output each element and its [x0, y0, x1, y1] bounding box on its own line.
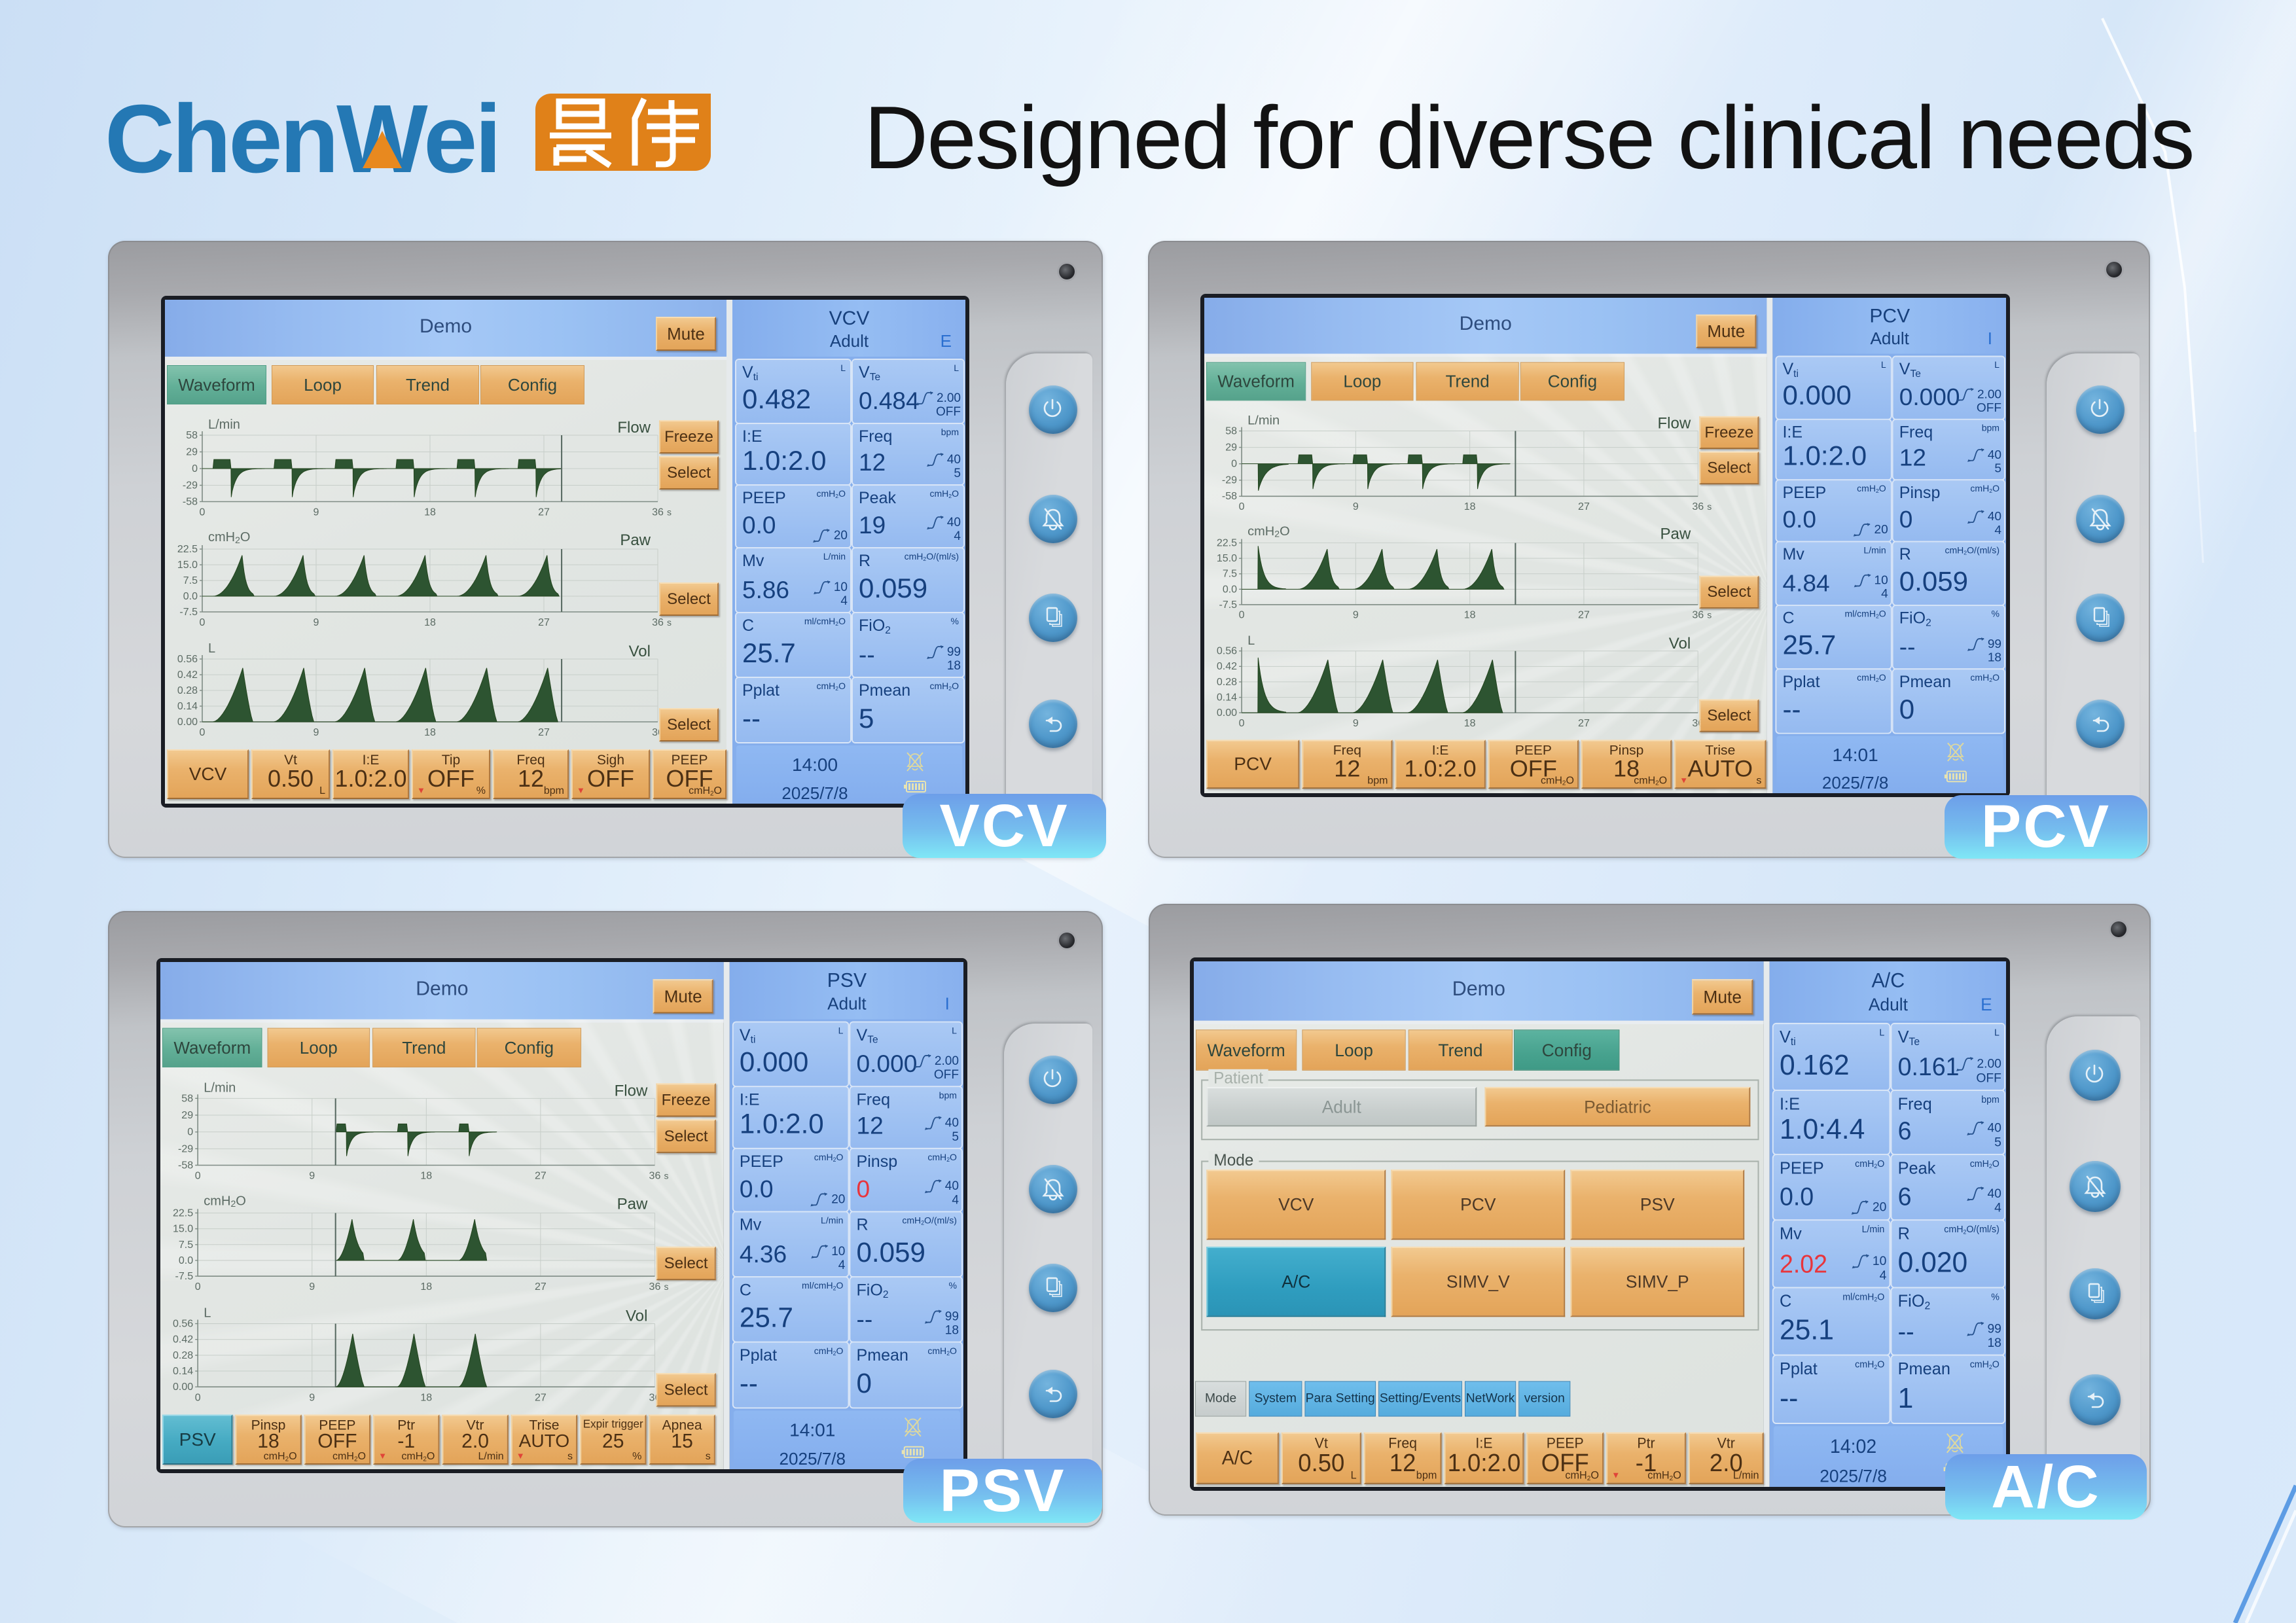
- svg-text:-7.5: -7.5: [1219, 599, 1238, 611]
- svg-text:7.5: 7.5: [183, 575, 198, 586]
- svg-text:s: s: [1707, 501, 1712, 512]
- svg-text:36: 36: [1692, 501, 1704, 512]
- svg-text:27: 27: [1578, 610, 1590, 621]
- svg-text:0.28: 0.28: [177, 685, 198, 696]
- svg-text:15.0: 15.0: [177, 560, 198, 571]
- svg-text:-58: -58: [178, 1160, 193, 1171]
- svg-text:27: 27: [535, 1170, 547, 1182]
- svg-text:9: 9: [314, 617, 319, 628]
- svg-text:9: 9: [314, 507, 319, 518]
- svg-text:0.0: 0.0: [1223, 584, 1237, 595]
- svg-text:s: s: [667, 617, 672, 628]
- svg-text:9: 9: [1353, 610, 1359, 621]
- svg-text:36: 36: [652, 617, 664, 628]
- svg-text:29: 29: [1225, 442, 1237, 454]
- svg-text:18: 18: [1464, 718, 1476, 729]
- svg-text:18: 18: [420, 1170, 432, 1182]
- svg-text:-29: -29: [1222, 475, 1237, 486]
- svg-text:36: 36: [649, 1170, 661, 1182]
- svg-text:0.42: 0.42: [177, 669, 198, 681]
- svg-text:29: 29: [186, 447, 198, 458]
- svg-text:36: 36: [649, 1281, 661, 1293]
- svg-text:0: 0: [1231, 459, 1237, 470]
- svg-text:27: 27: [1578, 718, 1590, 729]
- svg-text:0: 0: [1239, 610, 1245, 621]
- svg-text:9: 9: [309, 1281, 315, 1293]
- svg-text:0: 0: [192, 463, 198, 474]
- svg-text:0: 0: [200, 507, 206, 518]
- svg-text:0: 0: [195, 1391, 201, 1403]
- svg-text:0.28: 0.28: [1217, 677, 1237, 688]
- svg-text:0.14: 0.14: [1217, 692, 1237, 704]
- svg-text:27: 27: [1578, 501, 1590, 512]
- svg-text:9: 9: [309, 1391, 315, 1403]
- svg-text:0: 0: [1239, 501, 1245, 512]
- svg-text:0.56: 0.56: [1217, 646, 1237, 657]
- svg-text:0.00: 0.00: [173, 1381, 193, 1393]
- svg-text:9: 9: [1353, 718, 1359, 729]
- svg-text:18: 18: [424, 727, 436, 738]
- svg-text:-29: -29: [178, 1143, 193, 1154]
- svg-text:s: s: [664, 1281, 669, 1292]
- svg-text:9: 9: [1353, 501, 1359, 512]
- svg-text:s: s: [667, 507, 672, 518]
- svg-text:18: 18: [1464, 501, 1476, 512]
- svg-text:22.5: 22.5: [1217, 538, 1237, 549]
- svg-text:7.5: 7.5: [179, 1239, 193, 1251]
- svg-text:0: 0: [1239, 718, 1245, 729]
- svg-text:0.14: 0.14: [173, 1365, 193, 1377]
- svg-text:0.00: 0.00: [1217, 707, 1237, 719]
- svg-text:0: 0: [187, 1126, 193, 1138]
- svg-text:18: 18: [424, 507, 436, 518]
- svg-text:0.56: 0.56: [173, 1318, 193, 1330]
- svg-text:27: 27: [538, 617, 550, 628]
- svg-text:15.0: 15.0: [173, 1223, 193, 1235]
- svg-text:7.5: 7.5: [1223, 569, 1237, 580]
- svg-text:9: 9: [314, 727, 319, 738]
- svg-text:0.42: 0.42: [1217, 661, 1237, 672]
- svg-text:-7.5: -7.5: [179, 607, 198, 618]
- svg-text:0.00: 0.00: [177, 717, 198, 728]
- svg-text:27: 27: [535, 1391, 547, 1403]
- svg-text:9: 9: [309, 1170, 315, 1182]
- svg-text:-58: -58: [183, 497, 198, 508]
- svg-text:0.28: 0.28: [173, 1349, 193, 1361]
- svg-text:27: 27: [535, 1281, 547, 1293]
- svg-text:58: 58: [186, 430, 198, 441]
- svg-text:0.0: 0.0: [179, 1255, 193, 1266]
- svg-text:58: 58: [1225, 426, 1237, 437]
- svg-text:0.56: 0.56: [177, 654, 198, 665]
- svg-text:22.5: 22.5: [177, 544, 198, 555]
- svg-text:-58: -58: [1222, 491, 1237, 502]
- svg-text:22.5: 22.5: [173, 1207, 193, 1219]
- svg-text:36: 36: [652, 507, 664, 518]
- svg-text:0.42: 0.42: [173, 1334, 193, 1346]
- svg-text:0: 0: [200, 727, 206, 738]
- svg-text:s: s: [1707, 610, 1712, 620]
- svg-text:18: 18: [1464, 610, 1476, 621]
- svg-text:15.0: 15.0: [1217, 553, 1237, 564]
- svg-text:0: 0: [195, 1170, 201, 1182]
- svg-text:18: 18: [420, 1281, 432, 1293]
- svg-text:27: 27: [538, 727, 550, 738]
- svg-text:18: 18: [420, 1391, 432, 1403]
- svg-text:29: 29: [181, 1109, 193, 1121]
- svg-text:0.14: 0.14: [177, 701, 198, 712]
- svg-text:27: 27: [538, 507, 550, 518]
- svg-text:0: 0: [195, 1281, 201, 1293]
- svg-text:-7.5: -7.5: [175, 1270, 194, 1282]
- svg-text:0.0: 0.0: [183, 591, 198, 602]
- svg-text:18: 18: [424, 617, 436, 628]
- svg-text:0: 0: [200, 617, 206, 628]
- svg-text:s: s: [664, 1171, 669, 1181]
- svg-text:36: 36: [1692, 610, 1704, 621]
- svg-text:-29: -29: [183, 480, 198, 491]
- svg-text:58: 58: [181, 1092, 193, 1104]
